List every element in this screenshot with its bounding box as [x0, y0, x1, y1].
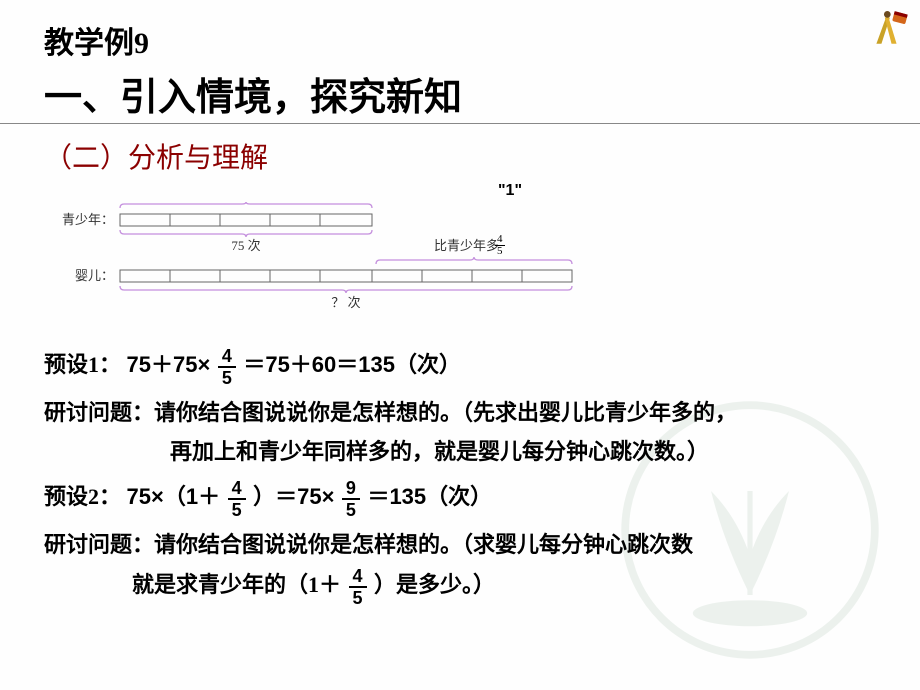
preset2-label: 预设2：	[44, 484, 127, 509]
discuss1-text-a: 请你结合图说说你是怎样想的。（先求出婴儿比青少年多的，	[154, 400, 737, 425]
bar-comparison-diagram: 青少年： 75 次 比青少年多 4 5 婴儿：	[44, 202, 584, 322]
diagram-question-label: ？ 次	[331, 295, 360, 310]
discuss1-line-b: 再加上和青少年同样多的，就是婴儿每分钟心跳次数。）	[44, 434, 876, 469]
title-big: 一、引入情境，探究新知	[44, 66, 876, 121]
discuss2-text-a: 请你结合图说说你是怎样想的。（求婴儿每分钟心跳次数	[154, 532, 693, 557]
discuss2-line-a: 研讨问题：请你结合图说说你是怎样想的。（求婴儿每分钟心跳次数	[44, 527, 876, 562]
diagram-compare-frac: 4 5	[495, 234, 505, 257]
preset2-frac1: 4 5	[228, 479, 246, 519]
preset1-label: 预设1：	[44, 352, 127, 377]
quote-one-label: "1"	[144, 182, 876, 200]
diagram-75-label: 75 次	[231, 238, 260, 253]
discuss1-label: 研讨问题：	[44, 400, 154, 425]
preset2-line: 预设2： 75×（1＋ 4 5 ）＝75× 9 5 ＝135（次）	[44, 479, 876, 519]
discuss2-text-b-post: ）是多少。）	[374, 572, 495, 597]
diagram-compare-prefix: 比青少年多	[434, 238, 499, 253]
title-small: 教学例9	[44, 18, 876, 62]
preset1-frac: 4 5	[218, 347, 236, 387]
slide-content: 教学例9 一、引入情境，探究新知 （二）分析与理解 "1" 青少年： 75 次 …	[0, 0, 920, 621]
section-subtitle: （二）分析与理解	[44, 136, 876, 176]
preset1-expr-b: ＝75＋60＝135（次）	[243, 352, 461, 377]
discuss2-line-b: 就是求青少年的（1＋ 4 5 ）是多少。）	[44, 567, 876, 607]
preset1-expr-a: 75＋75×	[127, 352, 211, 377]
diagram-baby-label: 婴儿：	[75, 268, 114, 283]
discuss2-frac: 4 5	[349, 567, 367, 607]
discuss2-label: 研讨问题：	[44, 532, 154, 557]
diagram-teen-label: 青少年：	[62, 212, 114, 227]
preset2-frac2: 9 5	[342, 479, 360, 519]
preset1-line: 预设1： 75＋75× 4 5 ＝75＋60＝135（次）	[44, 347, 876, 387]
preset2-expr-c: ＝135（次）	[367, 484, 492, 509]
preset2-expr-a: 75×（1＋	[127, 484, 221, 509]
discuss1-line-a: 研讨问题：请你结合图说说你是怎样想的。（先求出婴儿比青少年多的，	[44, 395, 876, 430]
divider-line	[0, 123, 920, 124]
preset2-expr-b: ）＝75×	[253, 484, 334, 509]
discuss2-text-b-pre: 就是求青少年的（1＋	[132, 572, 341, 597]
